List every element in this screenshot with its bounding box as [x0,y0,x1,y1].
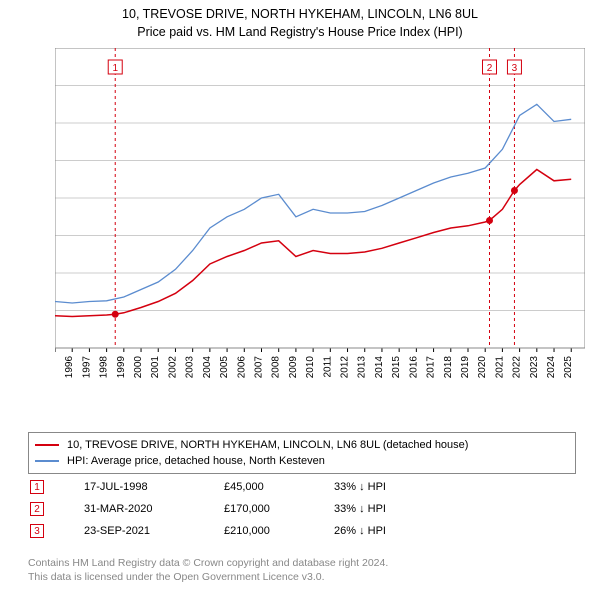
event-hpi: 33% ↓ HPI [334,481,454,493]
event-price: £210,000 [224,525,334,537]
svg-text:2000: 2000 [133,356,144,379]
svg-text:2010: 2010 [305,356,316,379]
event-marker-2: 2 [30,502,44,516]
event-row: 3 23-SEP-2021 £210,000 26% ↓ HPI [28,520,576,542]
event-marker-id: 1 [34,482,40,493]
event-date: 31-MAR-2020 [84,503,224,515]
chart-container: 10, TREVOSE DRIVE, NORTH HYKEHAM, LINCOL… [0,0,600,590]
svg-text:2002: 2002 [167,356,178,379]
event-marker-1: 1 [30,480,44,494]
event-price: £170,000 [224,503,334,515]
title-line-2: Price paid vs. HM Land Registry's House … [0,24,600,42]
svg-text:1: 1 [112,63,118,74]
svg-text:2005: 2005 [219,356,230,379]
event-row: 1 17-JUL-1998 £45,000 33% ↓ HPI [28,476,576,498]
event-marker-id: 3 [34,526,40,537]
svg-text:2025: 2025 [563,356,574,379]
svg-text:2024: 2024 [546,356,557,379]
legend-box: 10, TREVOSE DRIVE, NORTH HYKEHAM, LINCOL… [28,432,576,474]
svg-text:2: 2 [487,63,493,74]
svg-text:2021: 2021 [494,356,505,379]
event-hpi: 33% ↓ HPI [334,503,454,515]
svg-text:2007: 2007 [253,356,264,379]
legend-swatch-0 [35,444,59,446]
svg-text:2017: 2017 [426,356,437,379]
event-price: £45,000 [224,481,334,493]
svg-text:1997: 1997 [81,356,92,379]
svg-text:2009: 2009 [288,356,299,379]
svg-text:2020: 2020 [477,356,488,379]
title-block: 10, TREVOSE DRIVE, NORTH HYKEHAM, LINCOL… [0,0,600,45]
svg-text:2023: 2023 [529,356,540,379]
event-marker-3: 3 [30,524,44,538]
legend-swatch-1 [35,460,59,462]
legend-label-1: HPI: Average price, detached house, Nort… [67,455,325,467]
svg-text:2013: 2013 [357,356,368,379]
svg-text:2012: 2012 [340,356,351,379]
svg-text:2016: 2016 [408,356,419,379]
event-marker-id: 2 [34,504,40,515]
svg-text:2004: 2004 [202,356,213,379]
svg-text:1995: 1995 [55,356,58,379]
title-line-1: 10, TREVOSE DRIVE, NORTH HYKEHAM, LINCOL… [0,6,600,24]
svg-text:1996: 1996 [64,356,75,379]
footer: Contains HM Land Registry data © Crown c… [28,556,388,584]
chart-svg: £0£50K£100K£150K£200K£250K£300K£350K£400… [55,48,585,388]
svg-text:2022: 2022 [512,356,523,379]
chart-area: £0£50K£100K£150K£200K£250K£300K£350K£400… [55,48,585,388]
event-date: 23-SEP-2021 [84,525,224,537]
legend-row: HPI: Average price, detached house, Nort… [35,453,569,469]
legend-label-0: 10, TREVOSE DRIVE, NORTH HYKEHAM, LINCOL… [67,439,468,451]
event-date: 17-JUL-1998 [84,481,224,493]
svg-text:2001: 2001 [150,356,161,379]
legend-row: 10, TREVOSE DRIVE, NORTH HYKEHAM, LINCOL… [35,437,569,453]
footer-line-1: Contains HM Land Registry data © Crown c… [28,556,388,570]
footer-line-2: This data is licensed under the Open Gov… [28,570,388,584]
svg-text:2006: 2006 [236,356,247,379]
svg-text:1998: 1998 [99,356,110,379]
svg-text:1999: 1999 [116,356,127,379]
svg-text:3: 3 [512,63,518,74]
svg-text:2015: 2015 [391,356,402,379]
svg-text:2014: 2014 [374,356,385,379]
svg-text:2011: 2011 [322,356,333,378]
events-table: 1 17-JUL-1998 £45,000 33% ↓ HPI 2 31-MAR… [28,476,576,542]
event-hpi: 26% ↓ HPI [334,525,454,537]
svg-text:2018: 2018 [443,356,454,379]
svg-text:2003: 2003 [185,356,196,379]
event-row: 2 31-MAR-2020 £170,000 33% ↓ HPI [28,498,576,520]
svg-text:2008: 2008 [271,356,282,379]
svg-text:2019: 2019 [460,356,471,379]
